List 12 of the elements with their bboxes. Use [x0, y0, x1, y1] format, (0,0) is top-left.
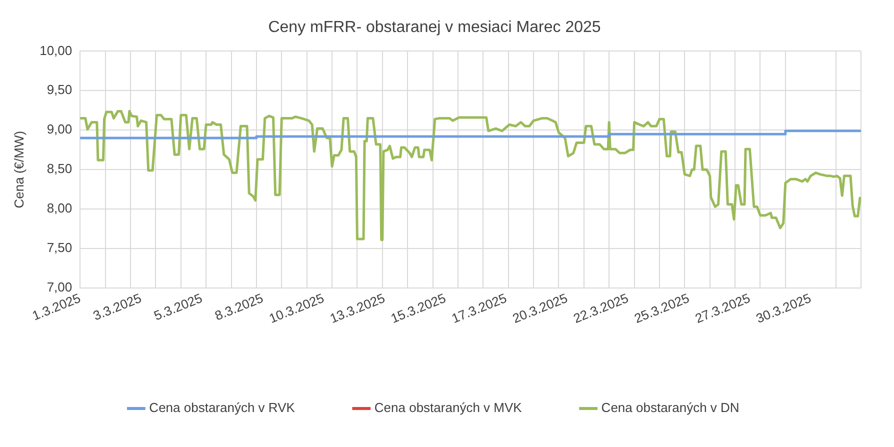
chart-title: Ceny mFRR- obstaranej v mesiaci Marec 2025 — [268, 19, 601, 36]
y-tick-label: 9,50 — [46, 82, 72, 98]
legend-label: Cena obstaraných v RVK — [149, 400, 296, 416]
y-tick-label: 8,50 — [46, 161, 72, 176]
y-tick-label: 7,00 — [46, 280, 72, 295]
y-tick-label: 8,00 — [46, 200, 72, 216]
y-tick-label: 7,50 — [46, 240, 72, 256]
legend-label: Cena obstaraných v MVK — [374, 400, 522, 416]
y-tick-label: 9,00 — [46, 122, 72, 137]
y-tick-label: 10,00 — [40, 42, 72, 58]
y-axis-title: Cena (€/MW) — [11, 130, 26, 208]
legend-label: Cena obstaraných v DN — [601, 400, 740, 416]
